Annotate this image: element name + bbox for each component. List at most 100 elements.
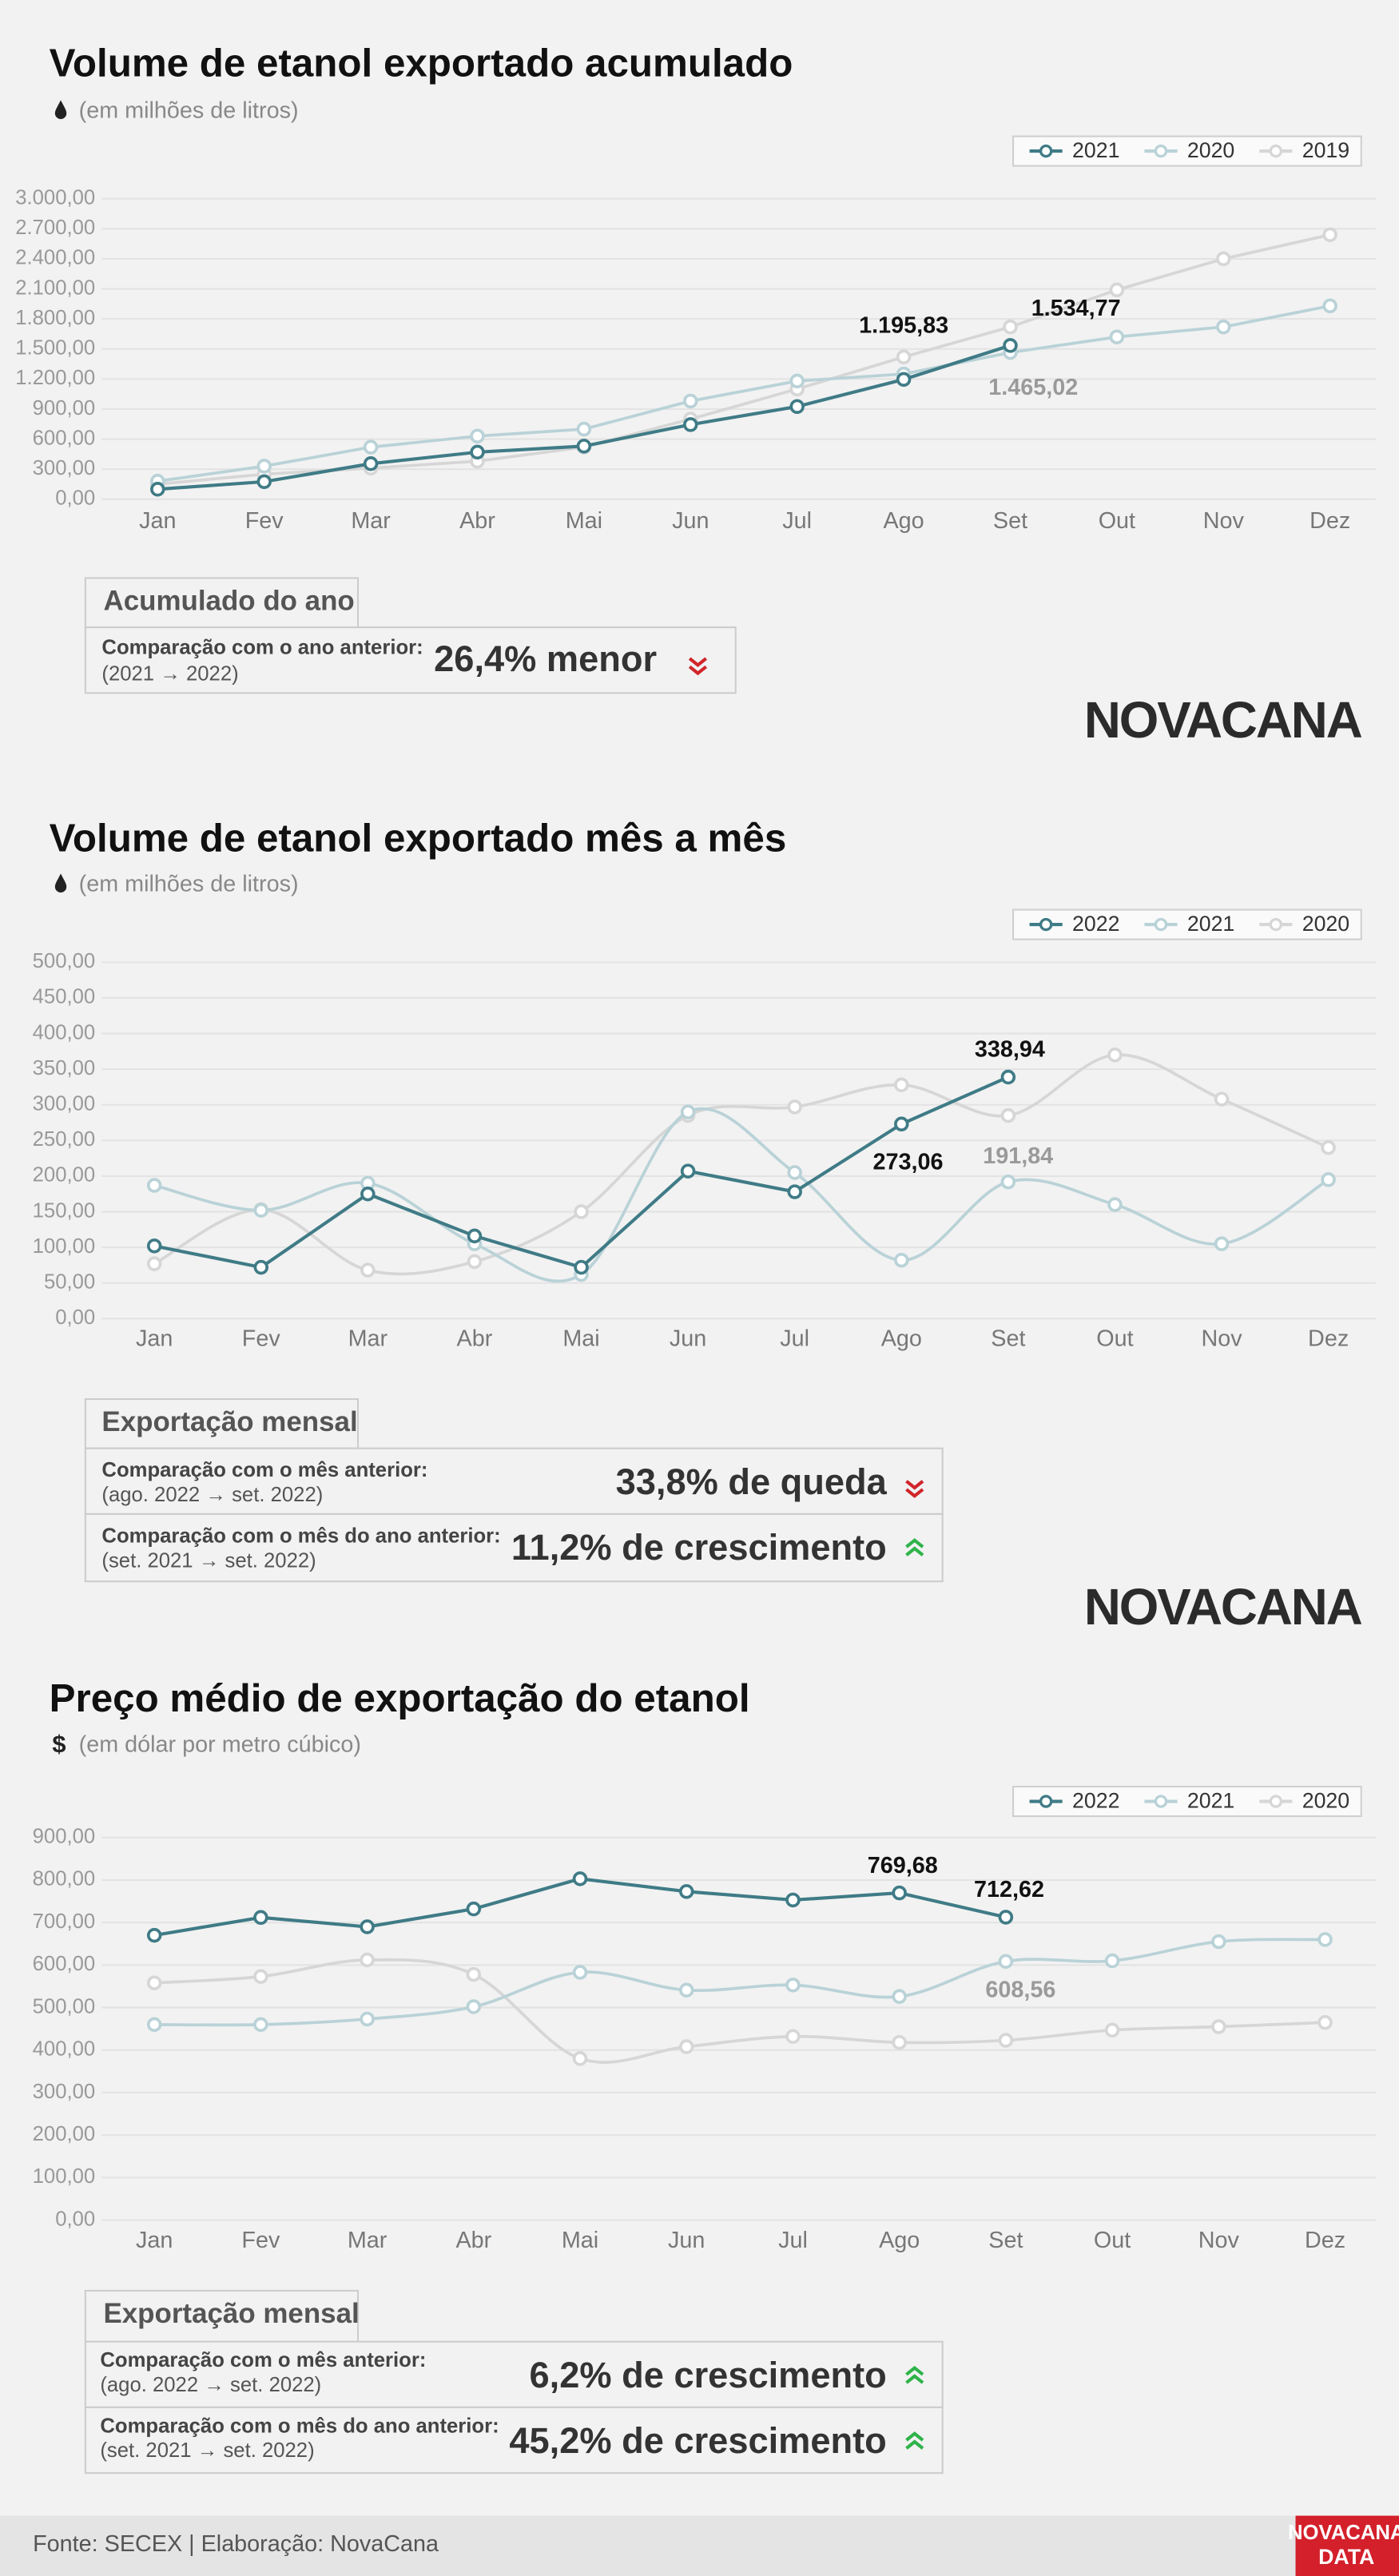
y-tick-label: 2.400,00 (15, 247, 95, 269)
x-tick-label: Nov (1201, 1326, 1242, 1352)
chart: Volume de etanol exportado acumulado (em … (15, 41, 1377, 534)
chart-subtitle: (em milhões de litros) (79, 97, 299, 123)
box-tab (84, 577, 360, 629)
point (253, 1969, 268, 1984)
point (360, 2011, 375, 2027)
point (1216, 319, 1231, 335)
series-line (153, 1107, 1329, 1283)
x-tick-label: Jun (672, 508, 709, 534)
series-line (157, 304, 1331, 483)
point (467, 1228, 483, 1244)
point (998, 1910, 1014, 1925)
x-tick-label: Jan (139, 508, 176, 534)
series-line (157, 344, 1011, 491)
y-tick-label: 800,00 (33, 1868, 96, 1890)
x-tick-label: Mar (348, 1326, 388, 1352)
box-row (84, 2340, 944, 2408)
chart-subtitle: (em dólar por metro cúbico) (79, 1731, 361, 1757)
y-tick-label: 50,00 (44, 1271, 95, 1294)
legend-marker (1269, 1795, 1283, 1808)
down-arrow (905, 1480, 924, 1498)
point (896, 372, 912, 388)
point (574, 1259, 589, 1275)
point (892, 1885, 907, 1901)
box-row (84, 2406, 944, 2475)
row-result: 45,2% de crescimento (509, 2420, 886, 2461)
value-label: 1.465,02 (988, 375, 1078, 400)
point (253, 1910, 268, 1926)
x-tick-label: Abr (459, 508, 495, 534)
row-period: (2021 → 2022) (101, 662, 238, 685)
value-label: 1.195,83 (859, 313, 948, 339)
x-tick-label: Mar (351, 508, 391, 534)
x-tick-label: Mai (562, 1326, 599, 1352)
point (785, 2029, 801, 2045)
point (572, 1871, 588, 1886)
point (1109, 329, 1125, 344)
value-label: 1.534,77 (1031, 296, 1121, 321)
row-result: 33,8% de queda (616, 1461, 888, 1502)
x-tick-label: Jul (780, 1326, 809, 1352)
legend-box (1012, 1786, 1362, 1818)
point (360, 1952, 375, 1968)
box-title: Exportação mensal (101, 1406, 357, 1437)
x-tick-label: Jun (670, 1326, 706, 1352)
box-title: Exportação mensal (103, 2298, 359, 2329)
point (892, 2034, 907, 2050)
point (360, 1919, 375, 1934)
point (894, 1077, 909, 1093)
point (360, 1262, 376, 1278)
point (1107, 1197, 1123, 1212)
point (574, 1204, 589, 1219)
row-period: (ago. 2022 → set. 2022) (101, 1484, 323, 1506)
point (892, 1989, 907, 2004)
chart-subtitle: (em milhões de litros) (79, 871, 299, 896)
summary-box: Exportação mensal Comparação com o mês a… (84, 1398, 944, 1583)
point (894, 1116, 909, 1132)
y-tick-label: 900,00 (33, 397, 96, 419)
point (787, 1184, 802, 1199)
point (1107, 1047, 1123, 1063)
row-period: (ago. 2022 → set. 2022) (100, 2374, 321, 2396)
y-tick-label: 150,00 (33, 1199, 96, 1222)
point (896, 349, 912, 365)
point (1318, 2014, 1333, 2030)
point (787, 1165, 802, 1180)
legend-marker (1039, 144, 1053, 158)
series-line (154, 1958, 1325, 2064)
point (146, 2017, 162, 2033)
point (466, 1966, 482, 1982)
point (146, 1238, 162, 1254)
point (998, 1954, 1014, 1970)
point (363, 439, 379, 455)
x-tick-label: Jan (136, 2228, 173, 2253)
y-tick-label: 100,00 (33, 2165, 96, 2188)
box-row (84, 626, 737, 694)
up-arrow (905, 2431, 924, 2450)
y-tick-label: 300,00 (33, 2081, 96, 2103)
point (150, 482, 165, 497)
legend-marker (1154, 917, 1168, 932)
row-label: Comparação com o mês anterior: (101, 1459, 427, 1481)
y-tick-label: 100,00 (33, 1235, 96, 1258)
point (678, 1982, 694, 1998)
row-result: 11,2% de crescimento (511, 1527, 887, 1568)
x-tick-label: Nov (1198, 2228, 1240, 2253)
x-tick-label: Jan (136, 1326, 173, 1352)
drop-icon (54, 100, 67, 120)
row-period: (set. 2021 → set. 2022) (101, 1549, 316, 1572)
y-tick-label: 300,00 (33, 1093, 96, 1115)
down-arrow (688, 657, 708, 676)
point (256, 474, 272, 490)
point (146, 1975, 162, 1990)
box-row (84, 1447, 944, 1515)
summary-box: Exportação mensal Comparação com o mês a… (84, 2289, 944, 2475)
chart: Preço médio de exportação do etanol (em d… (33, 1676, 1377, 2253)
footer-band (0, 2515, 1399, 2576)
legend-marker (1039, 1795, 1053, 1808)
y-tick-label: 1.500,00 (15, 337, 95, 360)
y-tick-label: 400,00 (33, 1021, 96, 1044)
point (1214, 1091, 1230, 1107)
legend-box (1012, 135, 1362, 167)
point (363, 456, 379, 471)
